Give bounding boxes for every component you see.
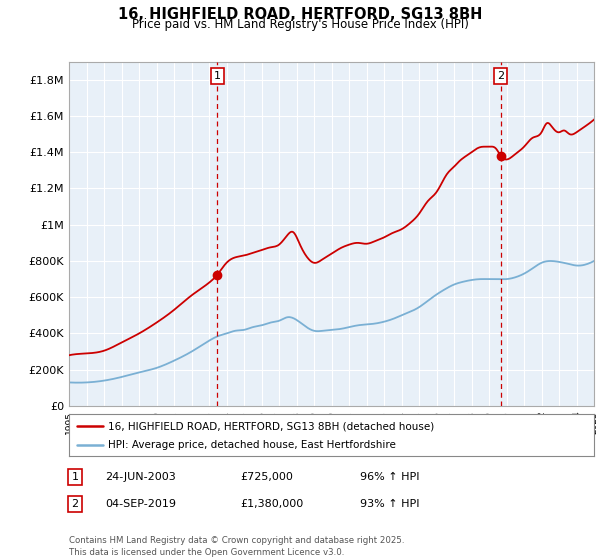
Text: 16, HIGHFIELD ROAD, HERTFORD, SG13 8BH: 16, HIGHFIELD ROAD, HERTFORD, SG13 8BH [118, 7, 482, 22]
Text: 96% ↑ HPI: 96% ↑ HPI [360, 472, 419, 482]
Text: 16, HIGHFIELD ROAD, HERTFORD, SG13 8BH (detached house): 16, HIGHFIELD ROAD, HERTFORD, SG13 8BH (… [109, 421, 434, 431]
Text: 1: 1 [71, 472, 79, 482]
Text: 24-JUN-2003: 24-JUN-2003 [105, 472, 176, 482]
Text: HPI: Average price, detached house, East Hertfordshire: HPI: Average price, detached house, East… [109, 441, 396, 450]
Text: Contains HM Land Registry data © Crown copyright and database right 2025.
This d: Contains HM Land Registry data © Crown c… [69, 536, 404, 557]
Text: 04-SEP-2019: 04-SEP-2019 [105, 499, 176, 509]
Text: 1: 1 [214, 71, 221, 81]
Text: 2: 2 [497, 71, 504, 81]
Text: Price paid vs. HM Land Registry's House Price Index (HPI): Price paid vs. HM Land Registry's House … [131, 18, 469, 31]
Text: £1,380,000: £1,380,000 [240, 499, 303, 509]
Text: 2: 2 [71, 499, 79, 509]
Text: 93% ↑ HPI: 93% ↑ HPI [360, 499, 419, 509]
Text: £725,000: £725,000 [240, 472, 293, 482]
